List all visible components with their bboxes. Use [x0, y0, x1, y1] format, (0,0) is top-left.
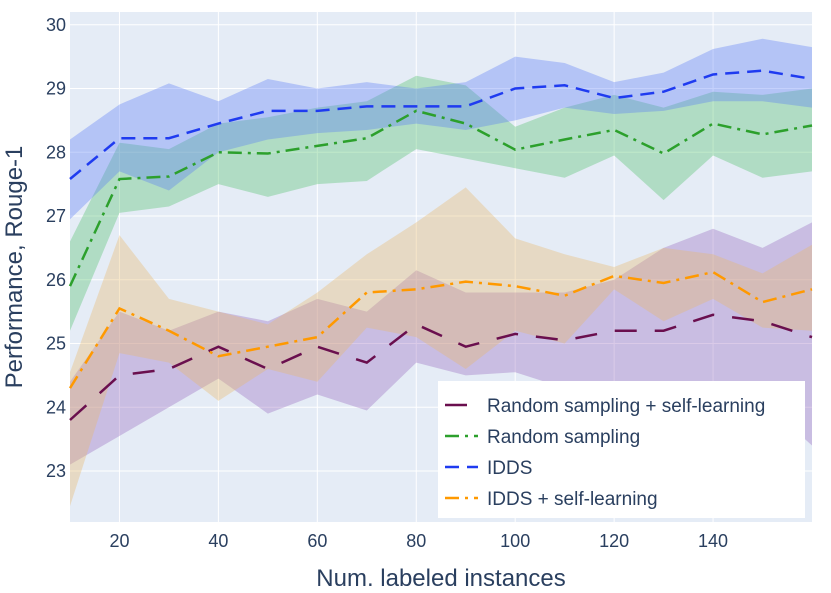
x-axis-title: Num. labeled instances [316, 565, 565, 592]
legend-box [438, 381, 805, 518]
confidence-band [70, 38, 812, 220]
x-tick-label: 100 [500, 531, 530, 551]
legend-label: Random sampling [487, 427, 640, 448]
x-axis-ticks: 20 40 60 80 100 120 140 [109, 531, 728, 551]
y-tick-label: 25 [46, 334, 66, 354]
series-line [69, 69, 813, 180]
x-tick-label: 60 [307, 531, 327, 551]
y-tick-label: 29 [46, 79, 66, 99]
y-tick-label: 28 [46, 142, 66, 162]
series-lines [68, 69, 813, 421]
x-tick-label: 120 [599, 531, 629, 551]
y-tick-label: 24 [46, 397, 66, 417]
confidence-band [70, 187, 812, 507]
y-tick-label: 23 [46, 461, 66, 481]
confidence-band [70, 222, 812, 465]
confidence-band [70, 75, 812, 331]
legend-label: IDDS + self-learning [487, 489, 658, 510]
grid-lines [70, 12, 812, 522]
series-line [68, 270, 813, 389]
x-tick-label: 80 [406, 531, 426, 551]
x-tick-label: 20 [109, 531, 129, 551]
y-axis-title: Performance, Rouge-1 [1, 146, 28, 389]
legend-label: Random sampling + self-learning [487, 396, 765, 417]
y-tick-label: 30 [46, 15, 66, 35]
legend: Random sampling + self-learning Random sa… [438, 381, 805, 518]
x-tick-label: 40 [208, 531, 228, 551]
y-tick-label: 26 [46, 270, 66, 290]
series-line [68, 109, 813, 287]
x-tick-label: 140 [698, 531, 728, 551]
confidence-bands [70, 38, 812, 507]
legend-label: IDDS [487, 458, 532, 479]
y-axis-ticks: 23 24 25 26 27 28 29 30 [46, 15, 66, 481]
y-tick-label: 27 [46, 206, 66, 226]
series-line [69, 313, 813, 421]
